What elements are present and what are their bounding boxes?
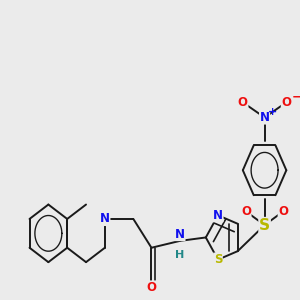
Text: O: O [241,205,251,218]
Text: S: S [214,253,222,266]
Text: N: N [260,111,270,124]
Text: +: + [268,107,277,117]
Text: S: S [259,218,270,232]
Text: O: O [146,281,157,294]
Text: N: N [213,209,223,222]
Text: O: O [281,96,291,109]
Text: N: N [175,227,185,241]
Text: O: O [278,205,288,218]
Text: H: H [175,250,184,260]
Text: N: N [100,212,110,225]
Text: O: O [238,96,248,109]
Text: −: − [292,91,300,104]
